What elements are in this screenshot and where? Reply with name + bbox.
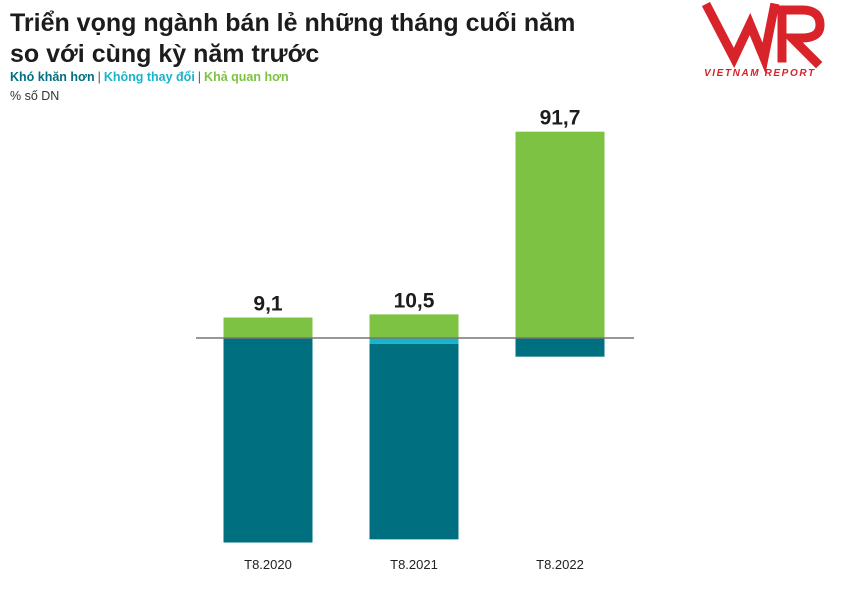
- data-label-t8.2021: 10,5: [394, 289, 435, 312]
- title-line-2: so với cùng kỳ năm trước: [10, 40, 320, 68]
- chart-title: Triển vọng ngành bán lẻ những tháng cuối…: [10, 8, 630, 70]
- data-label-t8.2022: 91,7: [540, 107, 581, 130]
- vnr-logo-subtitle: VIETNAM REPORT: [704, 68, 816, 79]
- legend: Khó khăn hơn | Không thay đổi | Khả quan hơn: [10, 70, 289, 84]
- legend-item-khong-thay-doi: Không thay đổi: [103, 70, 195, 84]
- unit-label: % số DN: [10, 89, 60, 103]
- vnr-logo-mark: [701, 2, 825, 74]
- bar-khó-khăn-hơn-t8.2020: [223, 338, 313, 543]
- bar-khó-khăn-hơn-t8.2021: [369, 343, 459, 540]
- legend-item-kho-khan-hon: Khó khăn hơn: [10, 70, 95, 84]
- legend-separator: |: [197, 70, 202, 84]
- legend-separator: |: [97, 70, 101, 84]
- bar-không-thay-đổi-t8.2021: [369, 338, 459, 344]
- x-tick-label-t8.2020: T8.2020: [244, 557, 292, 572]
- bar-khả-quan-hơn-t8.2022: [515, 131, 605, 338]
- data-label-t8.2020: 9,1: [253, 293, 283, 316]
- x-tick-label-t8.2021: T8.2021: [390, 557, 438, 572]
- bar-khó-khăn-hơn-t8.2022: [515, 338, 605, 357]
- legend-item-kha-quan-hon: Khả quan hơn: [204, 70, 289, 84]
- title-line-1: Triển vọng ngành bán lẻ những tháng cuối…: [10, 9, 576, 37]
- vnr-logo: VIETNAM REPORT: [701, 2, 825, 79]
- bar-khả-quan-hơn-t8.2021: [369, 314, 459, 338]
- bar-khả-quan-hơn-t8.2020: [223, 317, 313, 338]
- x-tick-label-t8.2022: T8.2022: [536, 557, 584, 572]
